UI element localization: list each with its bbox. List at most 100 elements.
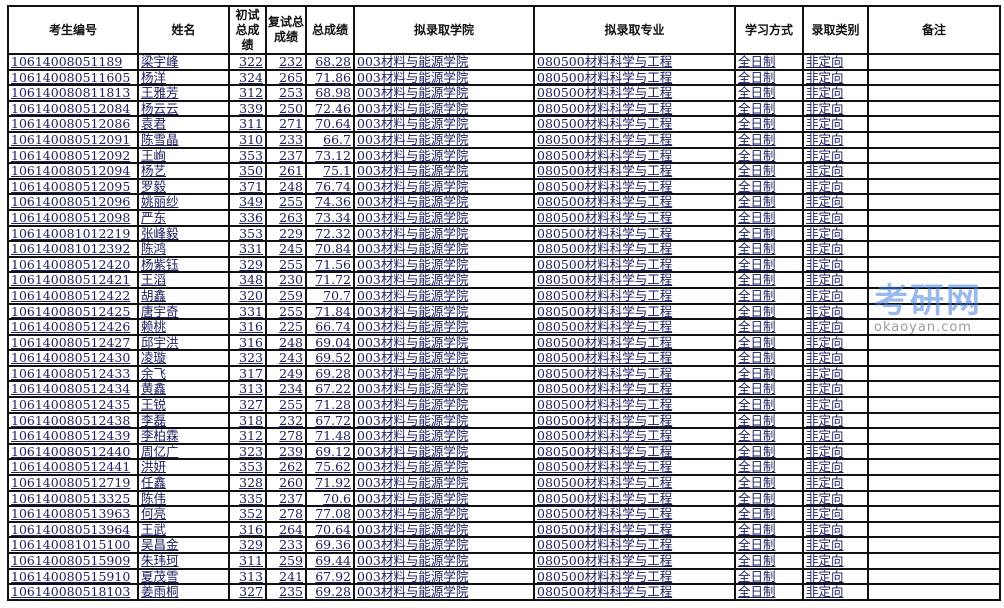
cell-mode: 全日制 <box>734 380 804 399</box>
cell-type: 非定向 <box>802 536 869 554</box>
cell-retest-score: 265 <box>265 68 307 87</box>
cell-total-score: 68.98 <box>305 84 355 102</box>
cell-type: 非定向 <box>802 458 869 477</box>
cell-type: 非定向 <box>802 396 869 414</box>
cell-initial-score: 353 <box>228 146 267 165</box>
cell-name: 姚丽纱 <box>137 193 230 211</box>
cell-student-id: 106140080811813 <box>7 84 139 102</box>
cell-type: 非定向 <box>802 53 869 71</box>
table-row: 106140080512441 洪妍 353 262 75.62 003材料与能源学院 08… <box>7 458 1001 477</box>
cell-type: 非定向 <box>802 474 869 492</box>
cell-college: 003材料与能源学院 <box>353 364 535 383</box>
cell-college: 003材料与能源学院 <box>353 271 535 289</box>
header-note: 备注 <box>867 5 1001 55</box>
cell-name: 陈雪晶 <box>137 130 230 149</box>
cell-note <box>867 271 1001 289</box>
cell-total-score: 69.28 <box>305 583 355 601</box>
cell-major: 080500材料科学与工程 <box>533 177 736 196</box>
cell-note <box>867 302 1001 321</box>
cell-total-score: 71.28 <box>305 396 355 414</box>
cell-total-score: 71.48 <box>305 427 355 445</box>
cell-initial-score: 352 <box>228 505 267 523</box>
cell-total-score: 73.12 <box>305 146 355 165</box>
cell-total-score: 69.44 <box>305 552 355 570</box>
cell-student-id: 106140080513964 <box>7 520 139 539</box>
cell-name: 姜雨桐 <box>137 583 230 601</box>
cell-mode: 全日制 <box>734 396 804 414</box>
cell-name: 赖桃 <box>137 318 230 336</box>
cell-college: 003材料与能源学院 <box>353 286 535 305</box>
cell-initial-score: 312 <box>228 427 267 445</box>
cell-student-id: 106140081015100 <box>7 536 139 554</box>
cell-mode: 全日制 <box>734 583 804 601</box>
cell-note <box>867 552 1001 570</box>
cell-student-id: 106140080518103 <box>7 583 139 601</box>
cell-retest-score: 262 <box>265 458 307 477</box>
cell-retest-score: 235 <box>265 583 307 601</box>
cell-name: 梁宇峰 <box>137 53 230 71</box>
table-row: 106140080512091 陈雪晶 310 233 66.7 003材料与能源学院 08… <box>7 130 1001 149</box>
cell-total-score: 71.86 <box>305 68 355 87</box>
cell-initial-score: 331 <box>228 240 267 258</box>
cell-name: 李磊 <box>137 411 230 430</box>
cell-note <box>867 349 1001 367</box>
cell-name: 王雅芳 <box>137 84 230 102</box>
table-row: 106140080513325 陈伟 335 237 70.6 003材料与能源学院 080… <box>7 489 1001 508</box>
cell-total-score: 68.28 <box>305 53 355 71</box>
cell-retest-score: 245 <box>265 240 307 258</box>
cell-total-score: 66.7 <box>305 130 355 149</box>
cell-total-score: 72.32 <box>305 224 355 243</box>
table-row: 106140080518103 姜雨桐 327 235 69.28 003材料与能源学院 0… <box>7 583 1001 601</box>
header-initial-score: 初试总成绩 <box>228 5 267 55</box>
cell-student-id: 106140080512426 <box>7 318 139 336</box>
cell-note <box>867 208 1001 227</box>
cell-major: 080500材料科学与工程 <box>533 208 736 227</box>
cell-initial-score: 323 <box>228 349 267 367</box>
cell-name: 袁君 <box>137 115 230 133</box>
cell-retest-score: 232 <box>265 411 307 430</box>
cell-initial-score: 316 <box>228 318 267 336</box>
cell-student-id: 106140080512420 <box>7 255 139 274</box>
cell-major: 080500材料科学与工程 <box>533 162 736 180</box>
cell-total-score: 69.36 <box>305 536 355 554</box>
cell-total-score: 70.64 <box>305 520 355 539</box>
cell-college: 003材料与能源学院 <box>353 505 535 523</box>
cell-mode: 全日制 <box>734 505 804 523</box>
cell-initial-score: 371 <box>228 177 267 196</box>
cell-student-id: 106140081012392 <box>7 240 139 258</box>
cell-major: 080500材料科学与工程 <box>533 427 736 445</box>
cell-student-id: 10614008051189 <box>7 53 139 71</box>
cell-major: 080500材料科学与工程 <box>533 458 736 477</box>
header-college: 拟录取学院 <box>353 5 535 55</box>
cell-retest-score: 259 <box>265 286 307 305</box>
cell-total-score: 74.36 <box>305 193 355 211</box>
cell-mode: 全日制 <box>734 552 804 570</box>
cell-total-score: 72.46 <box>305 99 355 118</box>
cell-college: 003材料与能源学院 <box>353 68 535 87</box>
cell-name: 张峰毅 <box>137 224 230 243</box>
cell-initial-score: 336 <box>228 208 267 227</box>
cell-mode: 全日制 <box>734 84 804 102</box>
cell-name: 邱宇洪 <box>137 333 230 352</box>
cell-student-id: 106140080512421 <box>7 271 139 289</box>
cell-college: 003材料与能源学院 <box>353 567 535 586</box>
cell-name: 何亮 <box>137 505 230 523</box>
cell-student-id: 106140080512430 <box>7 349 139 367</box>
cell-note <box>867 193 1001 211</box>
cell-student-id: 106140080515909 <box>7 552 139 570</box>
cell-college: 003材料与能源学院 <box>353 302 535 321</box>
cell-major: 080500材料科学与工程 <box>533 302 736 321</box>
cell-major: 080500材料科学与工程 <box>533 520 736 539</box>
cell-total-score: 67.72 <box>305 411 355 430</box>
header-mode: 学习方式 <box>734 5 804 55</box>
cell-major: 080500材料科学与工程 <box>533 474 736 492</box>
cell-total-score: 70.6 <box>305 489 355 508</box>
cell-note <box>867 240 1001 258</box>
table-row: 106140080513964 王武 316 264 70.64 003材料与能源学院 08… <box>7 520 1001 539</box>
cell-retest-score: 255 <box>265 193 307 211</box>
cell-note <box>867 318 1001 336</box>
cell-initial-score: 317 <box>228 364 267 383</box>
table-row: 106140080512422 胡鑫 320 259 70.7 003材料与能源学院 080… <box>7 286 1001 305</box>
cell-note <box>867 68 1001 87</box>
cell-note <box>867 583 1001 601</box>
